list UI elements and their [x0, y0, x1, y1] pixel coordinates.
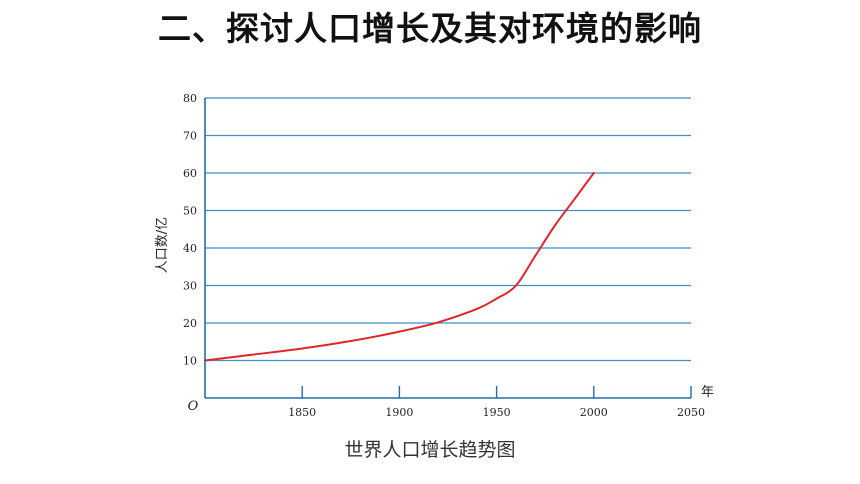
x-tick-label-1900: 1900 — [385, 406, 413, 419]
y-tick-label-20: 20 — [183, 317, 197, 330]
y-tick-label-70: 70 — [183, 130, 197, 143]
origin-label: O — [188, 399, 199, 414]
x-tick-label-1850: 1850 — [288, 406, 316, 419]
y-axis-title: 人口数/亿 — [155, 217, 170, 273]
x-tick-label-1950: 1950 — [483, 406, 511, 419]
series-layer — [204, 172, 595, 362]
axes — [204, 98, 692, 399]
chart-caption: 世界人口增长趋势图 — [344, 439, 516, 461]
grid-lines — [205, 97, 691, 362]
y-tick-label-10: 10 — [183, 355, 197, 368]
y-tick-label-60: 60 — [183, 167, 197, 180]
tick-labels: 10 20 30 40 50 60 70 80 1850 1900 1950 2000 2050 — [183, 92, 705, 419]
y-tick-label-30: 30 — [183, 280, 197, 293]
x-tick-label-2050: 2050 — [677, 406, 705, 419]
y-tick-label-80: 80 — [183, 92, 197, 105]
series-line-0 — [204, 172, 595, 362]
y-tick-label-50: 50 — [183, 205, 197, 218]
slide-title: 二、探讨人口增长及其对环境的影响 — [158, 9, 702, 48]
x-tick-label-2000: 2000 — [580, 406, 608, 419]
y-tick-label-40: 40 — [183, 242, 197, 255]
x-axis-title: 年 — [701, 385, 714, 400]
